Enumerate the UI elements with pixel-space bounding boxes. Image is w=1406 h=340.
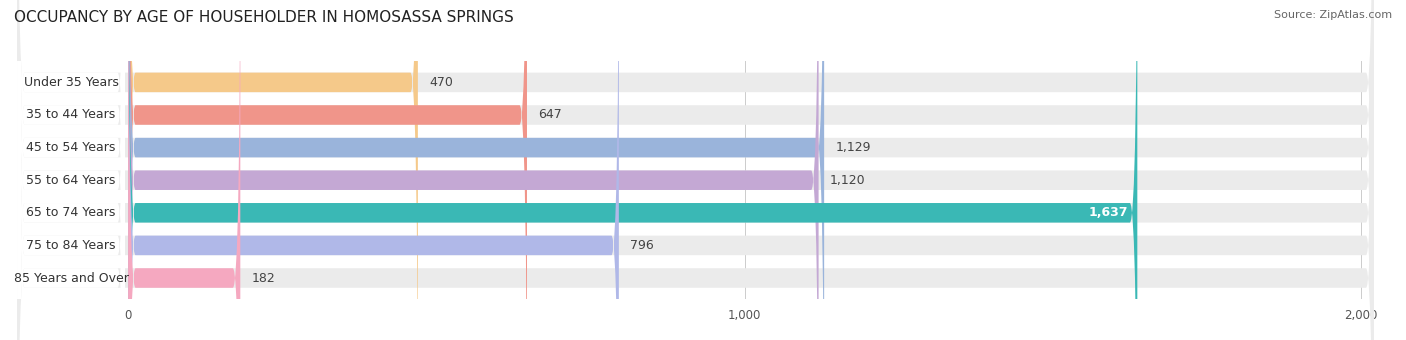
Text: 85 Years and Over: 85 Years and Over [14, 272, 128, 285]
FancyBboxPatch shape [128, 0, 619, 340]
Text: 55 to 64 Years: 55 to 64 Years [27, 174, 115, 187]
Text: 1,120: 1,120 [830, 174, 865, 187]
FancyBboxPatch shape [128, 0, 824, 340]
FancyBboxPatch shape [17, 0, 125, 340]
FancyBboxPatch shape [128, 0, 1137, 340]
FancyBboxPatch shape [17, 0, 125, 340]
FancyBboxPatch shape [17, 0, 1374, 340]
Text: OCCUPANCY BY AGE OF HOUSEHOLDER IN HOMOSASSA SPRINGS: OCCUPANCY BY AGE OF HOUSEHOLDER IN HOMOS… [14, 10, 513, 25]
Text: 1,129: 1,129 [835, 141, 870, 154]
FancyBboxPatch shape [17, 0, 125, 340]
Text: 182: 182 [252, 272, 276, 285]
FancyBboxPatch shape [128, 0, 240, 340]
FancyBboxPatch shape [17, 0, 1374, 340]
Text: 75 to 84 Years: 75 to 84 Years [27, 239, 115, 252]
FancyBboxPatch shape [128, 0, 818, 340]
Text: 65 to 74 Years: 65 to 74 Years [27, 206, 115, 219]
FancyBboxPatch shape [17, 0, 125, 340]
FancyBboxPatch shape [17, 0, 1374, 340]
FancyBboxPatch shape [17, 0, 1374, 340]
FancyBboxPatch shape [17, 0, 1374, 340]
Text: Under 35 Years: Under 35 Years [24, 76, 118, 89]
FancyBboxPatch shape [128, 0, 418, 340]
Text: Source: ZipAtlas.com: Source: ZipAtlas.com [1274, 10, 1392, 20]
FancyBboxPatch shape [17, 0, 125, 340]
FancyBboxPatch shape [17, 0, 125, 340]
Text: 45 to 54 Years: 45 to 54 Years [27, 141, 115, 154]
FancyBboxPatch shape [17, 0, 1374, 340]
FancyBboxPatch shape [17, 0, 1374, 340]
Text: 796: 796 [630, 239, 654, 252]
Text: 647: 647 [538, 108, 562, 121]
Text: 470: 470 [429, 76, 453, 89]
Text: 35 to 44 Years: 35 to 44 Years [27, 108, 115, 121]
FancyBboxPatch shape [128, 0, 527, 340]
Text: 1,637: 1,637 [1088, 206, 1128, 219]
FancyBboxPatch shape [17, 0, 125, 340]
